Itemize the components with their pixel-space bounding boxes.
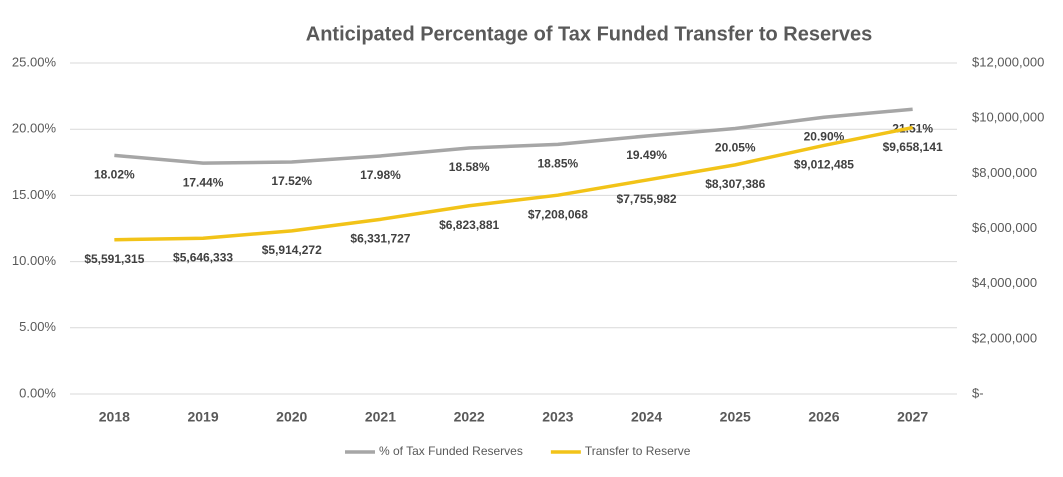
y2-tick-label: $12,000,000 bbox=[972, 54, 1044, 69]
y2-tick-label: $- bbox=[972, 385, 984, 400]
y-tick-label: 5.00% bbox=[19, 319, 56, 334]
value-label: $7,208,068 bbox=[528, 207, 588, 221]
value-label: $9,658,141 bbox=[883, 140, 943, 154]
legend-label: % of Tax Funded Reserves bbox=[379, 444, 523, 458]
value-label: 17.52% bbox=[271, 174, 312, 188]
value-label: 19.49% bbox=[626, 148, 667, 162]
value-label: 18.02% bbox=[94, 168, 135, 182]
x-tick-label: 2020 bbox=[276, 409, 307, 425]
value-label: $7,755,982 bbox=[617, 192, 677, 206]
value-label: $8,307,386 bbox=[705, 177, 765, 191]
value-label: $5,914,272 bbox=[262, 243, 322, 257]
x-tick-label: 2026 bbox=[808, 409, 839, 425]
x-tick-label: 2022 bbox=[454, 409, 485, 425]
value-label: 18.58% bbox=[449, 160, 490, 174]
x-tick-label: 2027 bbox=[897, 409, 928, 425]
value-label: 17.98% bbox=[360, 168, 401, 182]
y-tick-label: 15.00% bbox=[12, 187, 57, 202]
value-label: $6,823,881 bbox=[439, 218, 499, 232]
x-tick-label: 2024 bbox=[631, 409, 662, 425]
value-label: 18.85% bbox=[537, 157, 578, 171]
y-tick-label: 20.00% bbox=[12, 121, 57, 136]
value-label: $9,012,485 bbox=[794, 158, 854, 172]
x-tick-label: 2021 bbox=[365, 409, 396, 425]
x-tick-label: 2025 bbox=[720, 409, 751, 425]
y2-tick-label: $6,000,000 bbox=[972, 220, 1037, 235]
legend-label: Transfer to Reserve bbox=[585, 444, 691, 458]
y-tick-label: 25.00% bbox=[12, 54, 57, 69]
value-label: 20.05% bbox=[715, 141, 756, 155]
y-tick-label: 10.00% bbox=[12, 253, 57, 268]
series-line bbox=[114, 107, 913, 165]
value-label: 21.51% bbox=[892, 121, 933, 135]
y2-tick-label: $2,000,000 bbox=[972, 330, 1037, 345]
value-label: 17.44% bbox=[183, 175, 224, 189]
x-tick-label: 2019 bbox=[187, 409, 218, 425]
value-label: $5,591,315 bbox=[84, 252, 144, 266]
x-tick-label: 2018 bbox=[99, 409, 130, 425]
y-tick-label: 0.00% bbox=[19, 385, 56, 400]
value-label: $6,331,727 bbox=[350, 232, 410, 246]
x-tick-label: 2023 bbox=[542, 409, 573, 425]
chart-title: Anticipated Percentage of Tax Funded Tra… bbox=[306, 23, 872, 45]
series-line bbox=[114, 125, 913, 242]
value-label: $5,646,333 bbox=[173, 250, 233, 264]
value-label: 20.90% bbox=[804, 129, 845, 143]
y2-tick-label: $4,000,000 bbox=[972, 275, 1037, 290]
y2-tick-label: $8,000,000 bbox=[972, 165, 1037, 180]
y2-tick-label: $10,000,000 bbox=[972, 110, 1044, 125]
